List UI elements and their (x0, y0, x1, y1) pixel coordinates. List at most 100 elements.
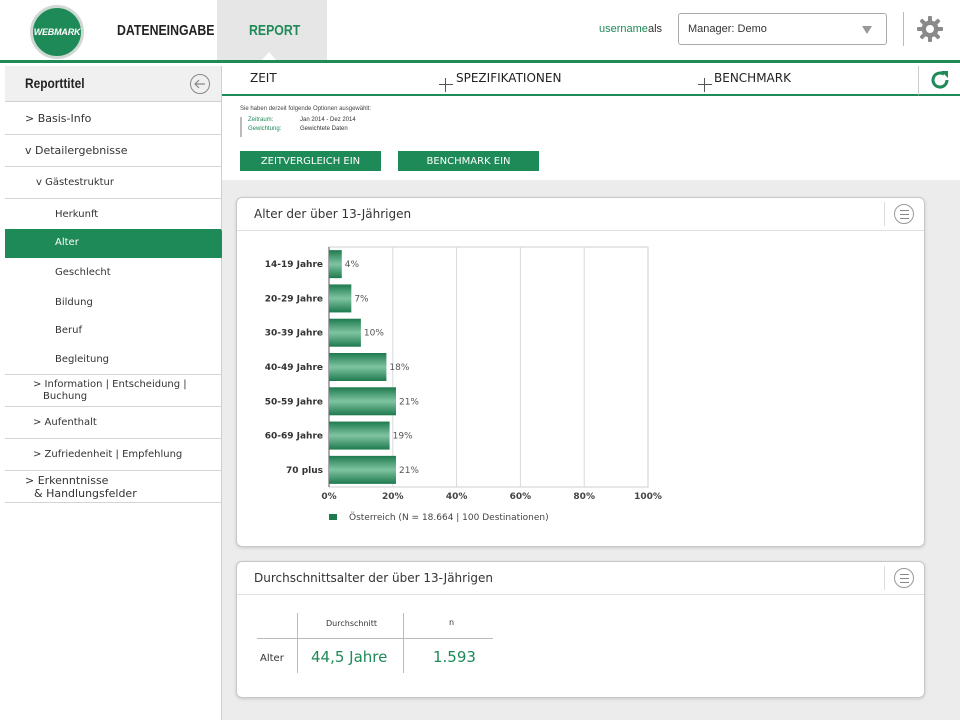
chart-card: Alter der über 13-Jährigen 14-19 Jahre 20… (236, 197, 925, 547)
sidebar-item-label: Geschlecht (55, 267, 111, 278)
sidebar-header: Reporttitel (5, 66, 221, 102)
options-title: Sie haben derzeit folgende Optionen ausg… (240, 106, 372, 112)
sidebar-item-label: v Gästestruktur (36, 177, 114, 188)
table-header-divider (257, 638, 493, 639)
row-label-alter: Alter (260, 653, 284, 664)
sidebar-item-label: > Erkenntnisse (25, 474, 109, 487)
x-tick-label: 20% (382, 492, 404, 502)
x-tick-label: 40% (446, 492, 468, 502)
sidebar-item-herkunft[interactable]: Herkunft (5, 199, 221, 229)
sidebar-item-label: Alter (55, 237, 79, 248)
x-tick-label: 60% (510, 492, 532, 502)
column-header-durchschnitt: Durchschnitt (326, 619, 378, 628)
option-label: Zeitraum: (248, 117, 274, 123)
category-label: 50-59 Jahre (265, 397, 323, 407)
benchmark-button[interactable]: BENCHMARK EIN (398, 151, 539, 171)
report-title: Reporttitel (25, 75, 85, 91)
option-label: Gewichtung: (248, 126, 282, 132)
sidebar-item-beruf[interactable]: Beruf (5, 317, 221, 346)
zeitvergleich-button[interactable]: ZEITVERGLEICH EIN (240, 151, 381, 171)
sidebar-item-basis-info[interactable]: > Basis-Info (5, 102, 221, 135)
refresh-button[interactable] (918, 66, 960, 96)
sidebar-item-label: Bildung (55, 297, 93, 308)
filter-tab-zeit[interactable]: ZEIT (250, 71, 277, 85)
filter-tab-spezifikationen[interactable]: SPEZIFIKATIONEN (456, 71, 562, 85)
report-content: Alter der über 13-Jährigen 14-19 Jahre 20… (222, 180, 960, 720)
top-navigation-bar: WEBMARK DATENEINGABE REPORT username als… (0, 0, 960, 63)
bar (329, 250, 342, 279)
menu-icon[interactable] (894, 204, 914, 224)
bar (329, 318, 361, 347)
sidebar-item-label: > Basis-Info (25, 112, 92, 125)
sidebar-item-label: > Aufenthalt (33, 417, 97, 428)
plus-icon[interactable] (439, 78, 453, 92)
category-label: 20-29 Jahre (265, 294, 323, 304)
divider (903, 12, 904, 46)
sidebar-item-geschlecht[interactable]: Geschlecht (5, 258, 221, 288)
data-label: 21% (399, 397, 419, 407)
sidebar-item-aufenthalt[interactable]: > Aufenthalt (5, 407, 221, 439)
bar (329, 421, 390, 450)
sidebar-item-information[interactable]: > Information | Entscheidung | Buchung (5, 375, 221, 407)
table-column-divider (297, 613, 298, 673)
option-gewichtung: Gewichtung: Gewichtete Daten (248, 126, 356, 135)
sidebar-item-label: Herkunft (55, 209, 99, 220)
logo-text: WEBMARK (33, 27, 81, 37)
sidebar: Reporttitel > Basis-Info v Detailergebni… (5, 66, 228, 720)
category-label: 40-49 Jahre (265, 363, 323, 373)
sidebar-item-detailergebnisse[interactable]: v Detailergebnisse (5, 135, 221, 167)
sidebar-item-label: Beruf (55, 325, 82, 336)
option-value: Gewichtete Daten (300, 126, 348, 132)
nav-tab-report-background (217, 0, 327, 60)
option-zeitraum: Zeitraum: Jan 2014 - Dez 2014 (248, 117, 356, 126)
divider (237, 594, 924, 595)
sidebar-item-alter[interactable]: Alter (5, 229, 228, 259)
sidebar-item-bildung[interactable]: Bildung (5, 288, 221, 317)
sidebar-item-label-2: Buchung (43, 391, 88, 402)
data-label: 4% (345, 260, 360, 270)
nav-tab-report[interactable]: REPORT (249, 21, 301, 39)
gear-icon[interactable] (916, 15, 944, 43)
n-value: 1.593 (433, 648, 476, 666)
back-arrow-icon[interactable] (190, 74, 210, 94)
category-label: 60-69 Jahre (265, 432, 323, 442)
data-label: 19% (393, 432, 413, 442)
webmark-logo[interactable]: WEBMARK (30, 5, 84, 59)
sidebar-item-label: > Zufriedenheit | Empfehlung (33, 449, 183, 460)
legend-swatch (329, 514, 337, 520)
sidebar-item-gaestestruktur[interactable]: v Gästestruktur (5, 167, 221, 199)
bar (329, 353, 387, 381)
sidebar-item-label: Begleitung (55, 354, 110, 365)
bar (329, 455, 396, 484)
table-card: Durchschnittsalter der über 13-Jährigen … (236, 561, 925, 698)
category-label: 30-39 Jahre (265, 329, 323, 339)
x-tick-label: 0% (321, 492, 336, 502)
options-list: Zeitraum: Jan 2014 - Dez 2014 Gewichtung:… (240, 117, 356, 137)
sidebar-item-erkenntnisse[interactable]: > Erkenntnisse & Handlungsfelder (5, 471, 221, 503)
bar (329, 387, 396, 416)
sidebar-item-zufriedenheit[interactable]: > Zufriedenheit | Empfehlung (5, 439, 221, 471)
chart-card-title: Alter der über 13-Jährigen (254, 207, 412, 221)
sidebar-item-begleitung[interactable]: Begleitung (5, 346, 221, 375)
x-tick-label: 100% (634, 492, 662, 502)
refresh-icon (931, 71, 949, 89)
option-value: Jan 2014 - Dez 2014 (300, 117, 356, 123)
column-header-n: n (449, 618, 455, 627)
selected-options-panel: Sie haben derzeit folgende Optionen ausg… (222, 98, 960, 180)
filter-tab-benchmark[interactable]: BENCHMARK (714, 71, 791, 85)
data-label: 18% (389, 363, 409, 373)
manager-select[interactable]: Manager: Demo (678, 13, 887, 45)
table-column-divider (403, 613, 404, 673)
divider (237, 230, 924, 231)
divider (884, 566, 885, 590)
nav-tab-dateneingabe[interactable]: DATENEINGABE (117, 21, 215, 39)
manager-select-value: Manager: Demo (688, 23, 767, 35)
menu-icon[interactable] (894, 568, 914, 588)
data-label: 10% (364, 329, 384, 339)
sidebar-item-label-2: & Handlungsfelder (34, 487, 137, 500)
active-tab-indicator (262, 52, 276, 60)
username-label: username (599, 23, 648, 35)
chevron-down-icon (862, 26, 872, 34)
plus-icon[interactable] (698, 78, 712, 92)
durchschnitt-value: 44,5 Jahre (311, 648, 388, 666)
